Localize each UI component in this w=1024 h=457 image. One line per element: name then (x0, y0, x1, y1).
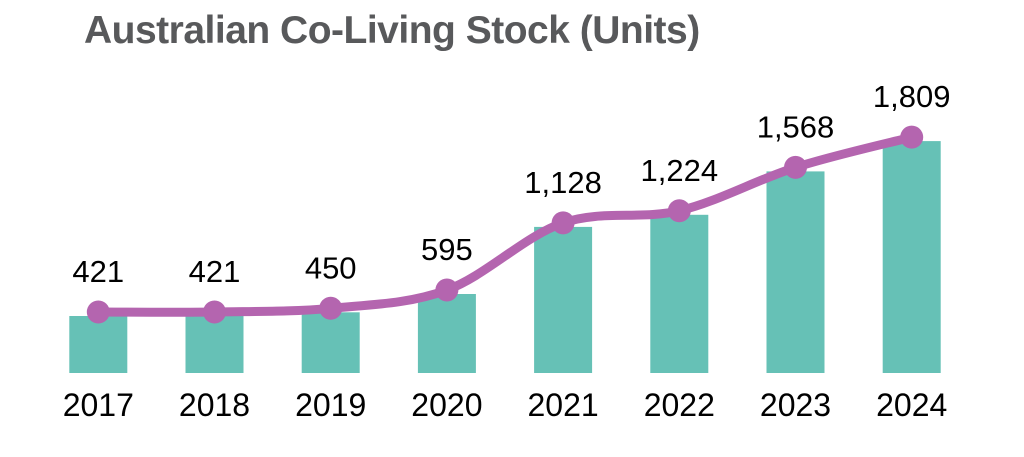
line-marker-2021 (551, 211, 575, 235)
line-marker-2017 (86, 300, 110, 324)
x-tick-2018: 2018 (179, 387, 250, 423)
line-marker-2019 (319, 296, 343, 320)
data-label-2018: 421 (189, 254, 241, 289)
bar-2024 (882, 141, 941, 373)
line-marker-2023 (784, 155, 807, 179)
data-label-2023: 1,568 (757, 109, 835, 144)
bar-2019 (301, 312, 360, 373)
data-label-2020: 595 (421, 232, 473, 267)
x-tick-2023: 2023 (760, 387, 831, 423)
line-marker-2020 (435, 278, 459, 302)
data-label-2019: 450 (305, 250, 357, 285)
bar-2018 (185, 316, 244, 373)
bar-2017 (69, 316, 128, 373)
data-label-2017: 421 (72, 254, 124, 289)
bar-2020 (417, 294, 476, 373)
bar-2023 (766, 171, 825, 373)
x-tick-2022: 2022 (644, 387, 715, 423)
data-label-2021: 1,128 (524, 165, 602, 200)
x-tick-2021: 2021 (528, 387, 599, 423)
x-tick-2017: 2017 (63, 387, 134, 423)
x-tick-2020: 2020 (411, 387, 482, 423)
x-tick-2024: 2024 (876, 387, 947, 423)
bar-2022 (650, 214, 709, 373)
data-label-2022: 1,224 (641, 153, 719, 188)
x-tick-2019: 2019 (295, 387, 366, 423)
line-marker-2024 (900, 125, 924, 149)
line-marker-2018 (203, 300, 226, 324)
data-label-2024: 1,809 (873, 79, 951, 114)
trend-line (93, 132, 917, 317)
bar-2021 (534, 226, 593, 373)
line-marker-2022 (667, 199, 691, 223)
chart-title: Australian Co-Living Stock (Units) (84, 9, 700, 52)
